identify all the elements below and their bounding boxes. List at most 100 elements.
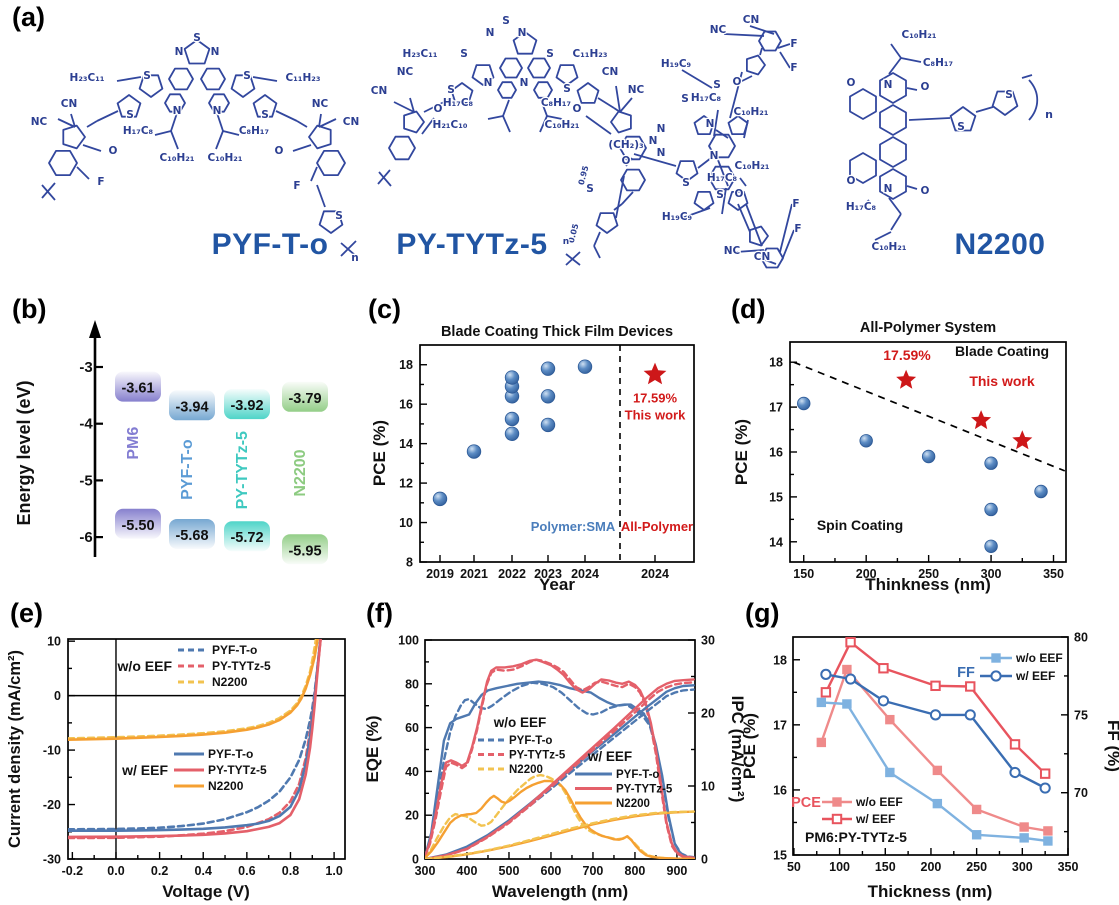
svg-text:This work: This work: [625, 408, 686, 423]
svg-text:250: 250: [918, 567, 939, 581]
svg-text:O: O: [275, 145, 284, 157]
svg-text:S: S: [460, 48, 468, 60]
svg-text:N: N: [211, 46, 220, 58]
svg-text:w/o EEF: w/o EEF: [117, 658, 173, 674]
panel-label-b: (b): [12, 294, 47, 324]
svg-text:S: S: [546, 48, 554, 60]
svg-text:PYF-T-o: PYF-T-o: [212, 643, 257, 657]
svg-text:C₁₀H₂₁: C₁₀H₂₁: [208, 152, 243, 164]
svg-text:C₈H₁₇: C₈H₁₇: [541, 97, 571, 109]
svg-text:EQE (%): EQE (%): [363, 715, 382, 782]
svg-text:18: 18: [773, 653, 787, 667]
svg-text:S: S: [335, 210, 343, 222]
svg-text:0.4: 0.4: [195, 864, 212, 878]
svg-text:N: N: [175, 46, 184, 58]
svg-text:0.8: 0.8: [282, 864, 299, 878]
svg-text:Polymer:SMA: Polymer:SMA: [531, 519, 616, 534]
svg-text:-3: -3: [79, 359, 92, 376]
svg-text:900: 900: [667, 864, 688, 878]
svg-text:Energy level (eV): Energy level (eV): [14, 380, 34, 525]
svg-text:2021: 2021: [460, 567, 488, 581]
svg-text:PCE (%): PCE (%): [732, 419, 751, 485]
svg-text:Thinkness (nm): Thinkness (nm): [865, 575, 991, 594]
svg-text:N: N: [484, 77, 493, 89]
svg-text:w/o EEF: w/o EEF: [855, 795, 903, 809]
svg-text:C₁₀H₂₁: C₁₀H₂₁: [872, 241, 907, 253]
svg-text:N: N: [706, 118, 715, 130]
svg-text:S: S: [957, 121, 965, 133]
star-this-work: 17.59% This work: [625, 362, 686, 423]
svg-text:H₁₇C₈: H₁₇C₈: [707, 172, 738, 184]
svg-text:n: n: [1045, 108, 1053, 121]
axes: Blade Coating Thick Film Devices PCE (%) Y…: [370, 324, 695, 594]
svg-text:400: 400: [457, 864, 478, 878]
svg-text:C₁₀H₂₁: C₁₀H₂₁: [160, 152, 195, 164]
svg-text:O: O: [733, 76, 742, 88]
svg-text:16: 16: [773, 783, 787, 797]
svg-text:250: 250: [966, 860, 987, 874]
svg-text:H₂₃C₁₁: H₂₃C₁₁: [70, 72, 105, 84]
svg-text:N2200: N2200: [509, 764, 543, 776]
svg-text:300: 300: [981, 567, 1002, 581]
svg-text:NC: NC: [628, 84, 645, 96]
svg-text:w/o EEF: w/o EEF: [1015, 651, 1063, 665]
series-ff-w-eef: [820, 668, 1051, 794]
svg-text:PYF-T-o: PYF-T-o: [509, 735, 552, 747]
svg-text:Thickness (nm): Thickness (nm): [868, 882, 993, 901]
svg-text:N: N: [884, 183, 893, 195]
svg-text:18: 18: [769, 356, 783, 370]
annotations: 17.59% Blade Coating This work Spin Coating: [817, 343, 1049, 533]
molecule-skeleton: [377, 25, 795, 269]
axes: All-Polymer System PCE (%) Thinkness (nm) 1…: [732, 320, 1067, 594]
svg-text:H₂₁C₁₀: H₂₁C₁₀: [433, 119, 468, 131]
svg-text:CN: CN: [61, 98, 78, 110]
svg-text:H₁₉C₉: H₁₉C₉: [661, 58, 692, 70]
svg-text:S: S: [563, 83, 571, 95]
svg-text:CN: CN: [371, 85, 388, 97]
svg-text:S: S: [681, 93, 689, 105]
svg-text:10: 10: [701, 780, 715, 794]
svg-text:50: 50: [787, 860, 801, 874]
svg-text:300: 300: [415, 864, 436, 878]
blade-coating-stars: [896, 369, 1033, 450]
svg-text:O: O: [847, 77, 856, 89]
svg-text:C₁₀H₂₁: C₁₀H₂₁: [735, 160, 770, 172]
svg-text:100: 100: [398, 634, 419, 648]
jv-curves: [68, 639, 322, 840]
svg-text:15: 15: [769, 490, 783, 504]
svg-text:PYF-T-o: PYF-T-o: [208, 747, 253, 761]
svg-text:17: 17: [769, 401, 783, 415]
svg-text:F: F: [790, 62, 797, 74]
svg-text:-0.2: -0.2: [62, 864, 84, 878]
svg-text:F: F: [790, 38, 797, 50]
svg-text:-5.68: -5.68: [175, 528, 208, 544]
svg-text:S: S: [193, 32, 201, 44]
svg-text:N: N: [518, 27, 527, 39]
svg-text:S: S: [261, 109, 269, 121]
svg-text:NC: NC: [397, 66, 414, 78]
svg-text:IPC (mA/cm²): IPC (mA/cm²): [728, 696, 747, 803]
svg-text:N2200: N2200: [292, 449, 309, 496]
svg-text:0: 0: [54, 689, 61, 703]
svg-text:Blade Coating: Blade Coating: [955, 343, 1049, 359]
svg-text:80: 80: [1074, 631, 1088, 645]
svg-text:C₁₁H₂₃: C₁₁H₂₃: [286, 72, 321, 84]
svg-text:100: 100: [829, 860, 850, 874]
svg-text:PCE: PCE: [791, 795, 821, 811]
trend-line: [793, 361, 1066, 472]
svg-text:2019: 2019: [426, 567, 454, 581]
svg-text:800: 800: [625, 864, 646, 878]
svg-text:O: O: [434, 103, 443, 115]
svg-text:0: 0: [701, 853, 708, 867]
series-pce-w-o-eef: [816, 664, 1053, 836]
panel-label-d: (d): [731, 294, 766, 324]
svg-text:w/ EEF: w/ EEF: [1015, 669, 1055, 683]
svg-text:n: n: [563, 237, 569, 247]
svg-text:S: S: [447, 84, 455, 96]
series-pce-w-eef: [820, 637, 1051, 779]
svg-text:C₈H₁₇: C₈H₁₇: [239, 125, 269, 137]
svg-text:-4: -4: [79, 416, 93, 433]
svg-text:NC: NC: [31, 116, 48, 128]
svg-text:0.6: 0.6: [238, 864, 255, 878]
